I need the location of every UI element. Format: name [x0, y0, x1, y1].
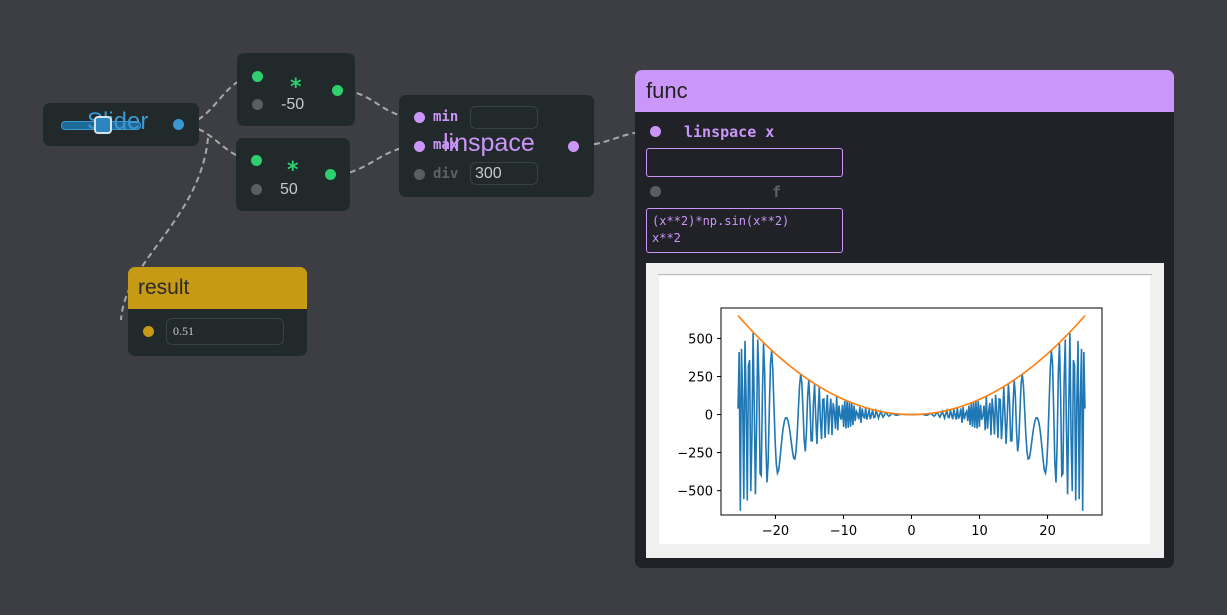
plot-canvas: −20 −10 0 10 20 500 250 0 −250 −500 [659, 276, 1150, 544]
multiply-2-symbol: * [287, 158, 299, 183]
func-input-label: linspace x [684, 123, 775, 141]
expression-line-2: x**2 [652, 231, 681, 245]
slider-output-port[interactable] [173, 119, 184, 130]
linspace-max-label: max [433, 137, 459, 153]
func-f-label: f [772, 183, 782, 201]
func-header[interactable]: func [635, 70, 1174, 112]
result-node[interactable]: result 0.51 [128, 267, 307, 356]
plot-axes-frame [720, 307, 1103, 516]
y-tick-label: −500 [677, 485, 713, 500]
multiply-node-2[interactable]: * 50 [236, 138, 350, 211]
result-input-port[interactable] [143, 326, 154, 337]
result-title: result [138, 276, 190, 299]
multiply-1-value[interactable]: -50 [281, 96, 305, 113]
y-tick-label: −250 [677, 447, 713, 462]
func-title: func [646, 78, 688, 103]
result-value-field[interactable]: 0.51 [166, 318, 284, 345]
multiply-2-value[interactable]: 50 [280, 181, 298, 198]
func-expression-editor[interactable]: (x**2)*np.sin(x**2) x**2 [646, 208, 843, 253]
x-tick-label: 0 [907, 524, 915, 539]
func-f-port[interactable] [650, 186, 661, 197]
x-tick-label: −10 [830, 524, 857, 539]
linspace-min-port[interactable] [414, 112, 425, 123]
slider-node[interactable]: Slider [43, 103, 199, 146]
multiply-1-input-port[interactable] [252, 71, 263, 82]
func-input-port[interactable] [650, 126, 661, 137]
y-tick-label: 0 [705, 409, 713, 424]
multiply-2-output-port[interactable] [325, 169, 336, 180]
y-tick-label: 500 [688, 332, 713, 347]
linspace-div-label: div [433, 166, 459, 182]
multiply-1-symbol: * [290, 75, 302, 100]
linspace-output-port[interactable] [568, 141, 579, 152]
func-input-field[interactable] [646, 148, 843, 177]
function-chart: −20 −10 0 10 20 500 250 0 −250 −500 [677, 307, 1103, 539]
y-tick-label: 250 [688, 370, 713, 385]
linspace-div-port[interactable] [414, 169, 425, 180]
slider-thumb[interactable] [94, 116, 112, 134]
multiply-node-1[interactable]: * -50 [237, 53, 355, 126]
expression-line-1: (x**2)*np.sin(x**2) [652, 214, 790, 228]
func-node[interactable]: func linspace x f (x**2)*np.sin(x**2) x*… [635, 70, 1174, 568]
linspace-min-input[interactable] [470, 106, 538, 129]
series-line-2 [737, 315, 1086, 416]
x-tick-label: −20 [762, 524, 789, 539]
linspace-min-label: min [433, 109, 459, 125]
linspace-max-port[interactable] [414, 141, 425, 152]
linspace-node[interactable]: min max div 300 linspace [399, 95, 594, 197]
linspace-div-input[interactable]: 300 [470, 162, 538, 185]
plot-toolbar-divider [658, 274, 1152, 275]
multiply-2-param-port[interactable] [251, 184, 262, 195]
multiply-1-param-port[interactable] [252, 99, 263, 110]
multiply-1-output-port[interactable] [332, 85, 343, 96]
series-line-1 [737, 333, 1086, 511]
linspace-title: linspace [443, 129, 535, 157]
plot-frame: −20 −10 0 10 20 500 250 0 −250 −500 [646, 263, 1164, 558]
x-tick-label: 20 [1039, 524, 1056, 539]
result-header[interactable]: result [128, 267, 307, 309]
x-tick-label: 10 [971, 524, 988, 539]
multiply-2-input-port[interactable] [251, 155, 262, 166]
